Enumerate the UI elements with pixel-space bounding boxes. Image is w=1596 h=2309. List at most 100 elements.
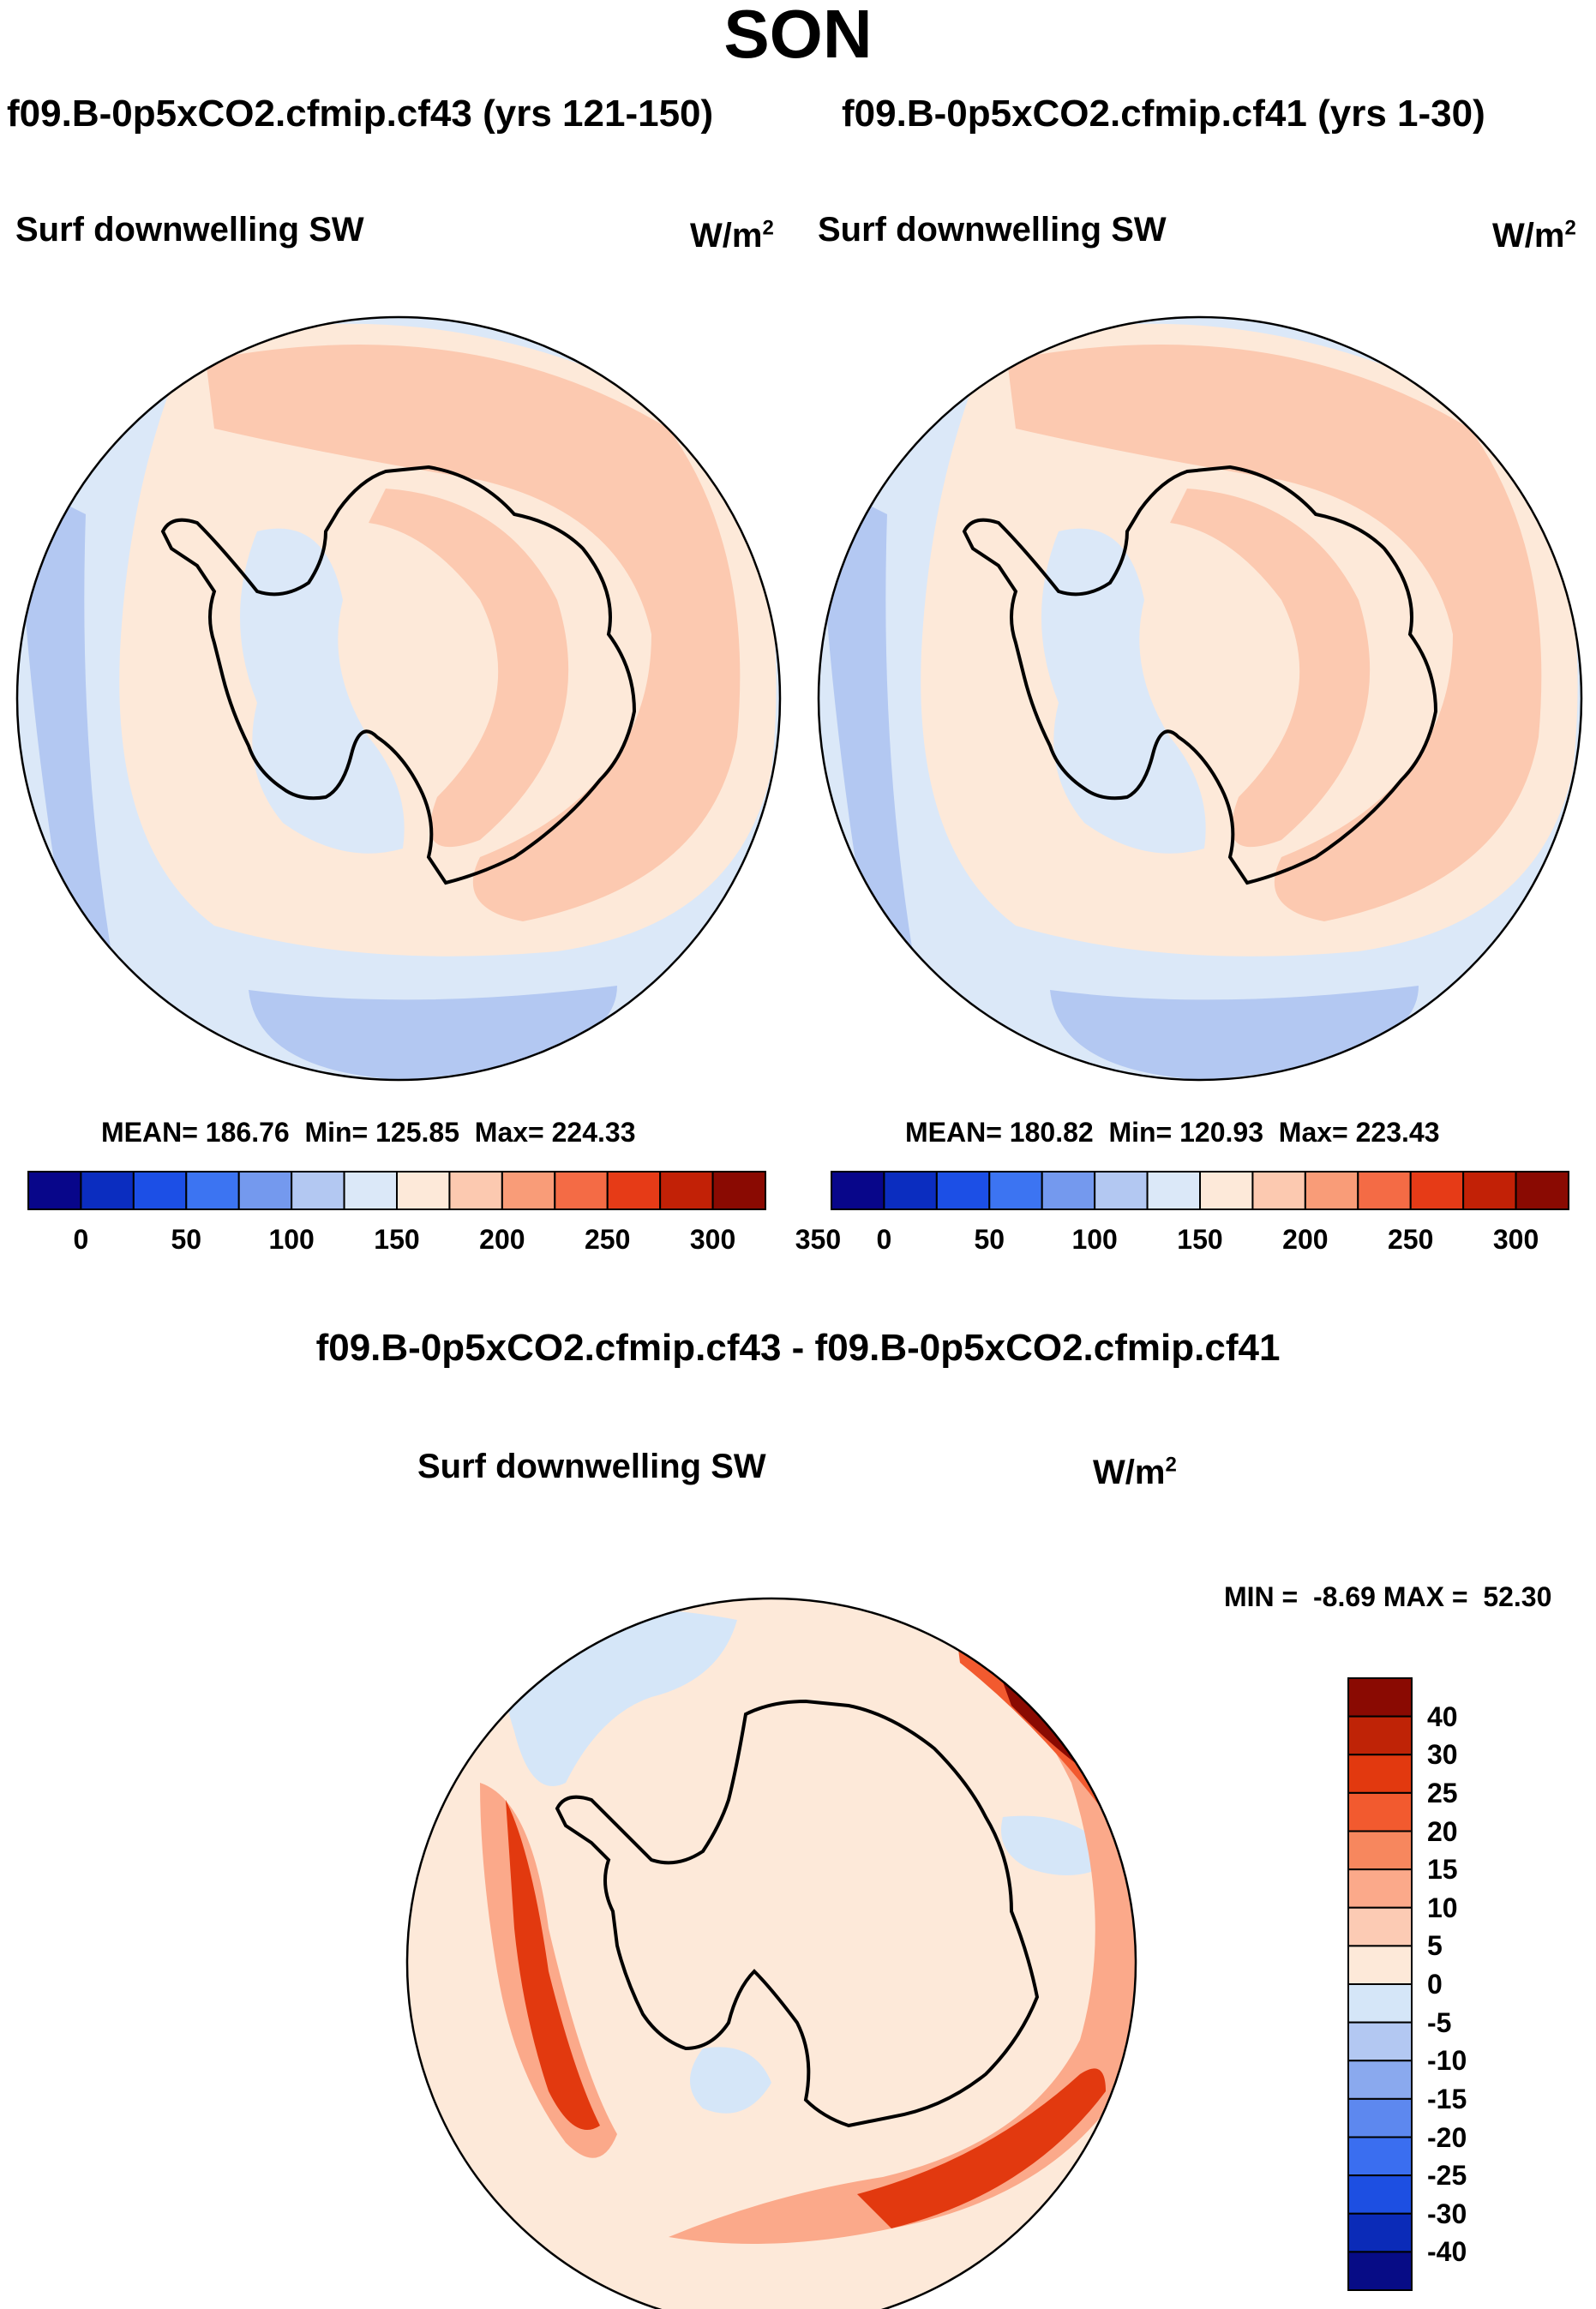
colorbar-swatch bbox=[1347, 1983, 1413, 2024]
colorbar-swatch bbox=[554, 1171, 609, 1210]
panel-top-left-variable: Surf downwelling SW bbox=[15, 211, 364, 249]
colorbar-swatch bbox=[1347, 2212, 1413, 2253]
units-exponent: 2 bbox=[1564, 216, 1576, 240]
map-bottom-border bbox=[405, 1597, 1137, 2309]
map-top-right-border bbox=[817, 315, 1583, 1082]
colorbar-tick-label: 0 bbox=[876, 1224, 892, 1255]
colorbar-tick-label: 50 bbox=[171, 1224, 202, 1255]
colorbar-tick-label: 300 bbox=[689, 1224, 736, 1255]
colorbar-tick-label: 350 bbox=[1582, 1224, 1596, 1255]
colorbar-swatch bbox=[1357, 1171, 1412, 1210]
panel-bottom-variable: Surf downwelling SW bbox=[417, 1448, 766, 1485]
colorbar-tick-label: 100 bbox=[1071, 1224, 1118, 1255]
colorbar-swatch bbox=[1347, 1830, 1413, 1871]
colorbar-tick-label: -10 bbox=[1427, 2045, 1467, 2077]
map-top-right bbox=[819, 317, 1581, 1080]
colorbar-swatch bbox=[988, 1171, 1043, 1210]
colorbar-tick-label: -40 bbox=[1427, 2236, 1467, 2268]
colorbar-tick-label: 10 bbox=[1427, 1892, 1458, 1923]
colorbar-swatch bbox=[448, 1171, 503, 1210]
colorbar-swatch bbox=[1094, 1171, 1149, 1210]
colorbar-swatch bbox=[1199, 1171, 1254, 1210]
colorbar-swatch bbox=[396, 1171, 451, 1210]
colorbar-swatch bbox=[1347, 2174, 1413, 2215]
units-exponent: 2 bbox=[1165, 1453, 1177, 1477]
contour-band-low-north bbox=[1050, 986, 1419, 1080]
colorbar-tick-label: -25 bbox=[1427, 2160, 1467, 2192]
colorbar-tick-label: 350 bbox=[795, 1224, 842, 1255]
map-top-left-border bbox=[15, 315, 782, 1082]
colorbar-swatch bbox=[1347, 1677, 1413, 1718]
colorbar-swatch bbox=[1347, 1945, 1413, 1985]
colorbar-swatch bbox=[606, 1171, 662, 1210]
colorbar-swatch bbox=[935, 1171, 991, 1210]
contour-band-225-inner bbox=[1170, 489, 1371, 848]
colorbar-tick-label: 40 bbox=[1427, 1700, 1458, 1732]
colorbar-swatch bbox=[1251, 1171, 1306, 1210]
colorbar-tick-label: 200 bbox=[1282, 1224, 1329, 1255]
colorbar-tick-label: 150 bbox=[1177, 1224, 1223, 1255]
contour-band-225 bbox=[206, 345, 741, 921]
colorbar-tick-label: 250 bbox=[585, 1224, 631, 1255]
units-base: W/m bbox=[690, 217, 763, 255]
colorbar-swatch bbox=[1146, 1171, 1202, 1210]
colorbar-swatch bbox=[291, 1171, 345, 1210]
contour-band-225-inner bbox=[369, 489, 569, 848]
colorbar-swatch bbox=[27, 1171, 82, 1210]
panel-top-left-case-title: f09.B-0p5xCO2.cfmip.cf43 (yrs 121-150) bbox=[7, 93, 714, 135]
colorbar-swatch bbox=[1347, 2251, 1413, 2291]
colorbar-swatch bbox=[883, 1171, 938, 1210]
colorbar-swatch bbox=[659, 1171, 714, 1210]
colorbar-tick-label: 25 bbox=[1427, 1777, 1458, 1808]
units-exponent: 2 bbox=[762, 216, 774, 240]
colorbar-tick-label: 300 bbox=[1492, 1224, 1539, 1255]
colorbar-swatch bbox=[1347, 1715, 1413, 1756]
panel-top-left-stats: MEAN= 186.76 Min= 125.85 Max= 224.33 bbox=[101, 1117, 636, 1148]
colorbar-swatch bbox=[132, 1171, 188, 1210]
colorbar-swatch bbox=[80, 1171, 135, 1210]
colorbar-top-left bbox=[27, 1171, 766, 1210]
colorbar-top-right bbox=[831, 1171, 1569, 1210]
contour-band-negative-east bbox=[1001, 1815, 1114, 1875]
colorbar-swatch bbox=[343, 1171, 399, 1210]
super-title: SON bbox=[723, 0, 873, 72]
colorbar-swatch bbox=[1462, 1171, 1517, 1210]
colorbar-swatch bbox=[1304, 1171, 1359, 1210]
colorbar-swatch bbox=[1041, 1171, 1096, 1210]
colorbar-swatch bbox=[501, 1171, 556, 1210]
contour-band-low-north bbox=[249, 986, 617, 1080]
colorbar-tick-label: -15 bbox=[1427, 2083, 1467, 2114]
colorbar-swatch bbox=[711, 1171, 766, 1210]
colorbar-top-left-labels: 0 50 100 150 200 250 300 350 bbox=[26, 1224, 842, 1258]
units-base: W/m bbox=[1093, 1454, 1166, 1491]
colorbar-tick-label: 20 bbox=[1427, 1815, 1458, 1847]
panel-top-right-units: W/m2 bbox=[1492, 216, 1576, 255]
colorbar-swatch bbox=[1347, 2060, 1413, 2100]
colorbar-tick-label: 250 bbox=[1388, 1224, 1434, 1255]
colorbar-swatch bbox=[185, 1171, 240, 1210]
colorbar-swatch bbox=[831, 1171, 885, 1210]
colorbar-tick-label: -20 bbox=[1427, 2121, 1467, 2153]
antarctica-coastline-bottom bbox=[555, 1699, 1040, 2128]
colorbar-tick-label: 50 bbox=[974, 1224, 1005, 1255]
contour-band-low-west bbox=[17, 480, 120, 1003]
panel-top-left-units: W/m2 bbox=[690, 216, 774, 255]
antarctica-coastline-top-left bbox=[160, 465, 637, 885]
panel-bottom-case-title: f09.B-0p5xCO2.cfmip.cf43 - f09.B-0p5xCO2… bbox=[315, 1327, 1281, 1369]
contour-band-negative-south bbox=[690, 2047, 771, 2114]
colorbar-tick-label: -5 bbox=[1427, 2006, 1452, 2038]
contour-band-25-west bbox=[506, 1800, 600, 2130]
contour-band-225 bbox=[1007, 345, 1542, 921]
panel-top-right-case-title: f09.B-0p5xCO2.cfmip.cf41 (yrs 1-30) bbox=[842, 93, 1485, 135]
colorbar-swatch bbox=[1347, 2136, 1413, 2177]
colorbar-tick-label: 30 bbox=[1427, 1739, 1458, 1771]
colorbar-tick-label: 0 bbox=[73, 1224, 89, 1255]
colorbar-swatch bbox=[1347, 1868, 1413, 1909]
map-bottom bbox=[407, 1598, 1136, 2309]
contour-band-low-ross bbox=[1041, 528, 1206, 854]
colorbar-swatch bbox=[1515, 1171, 1569, 1210]
colorbar-swatch bbox=[1347, 2097, 1413, 2138]
colorbar-tick-label: 150 bbox=[374, 1224, 420, 1255]
